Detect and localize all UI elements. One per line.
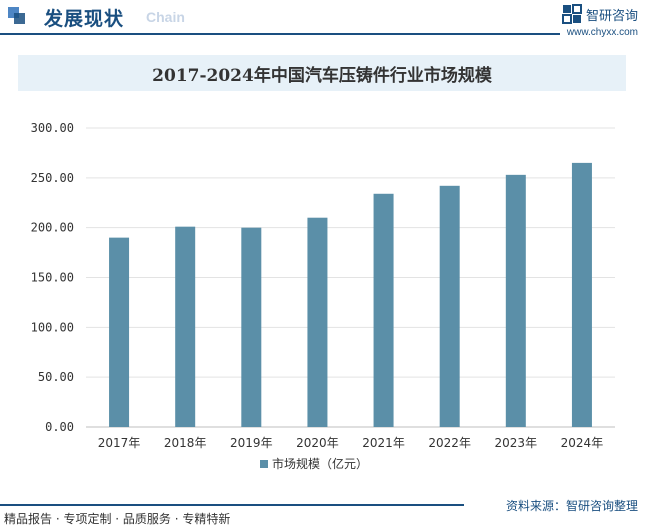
- chart-title-box: 2017-2024年中国汽车压铸件行业市场规模: [18, 55, 626, 91]
- y-tick-label: 150.00: [31, 271, 74, 285]
- chart-title: 2017-2024年中国汽车压铸件行业市场规模: [152, 65, 492, 86]
- x-tick-label: 2023年: [495, 436, 538, 450]
- brand-url: www.chyxx.com: [566, 27, 638, 38]
- bar: [373, 193, 394, 427]
- x-axis-ticks: 2017年 2018年 2019年 2020年 2021年 2022年 2023年 2024年: [98, 436, 603, 450]
- y-tick-label: 100.00: [31, 320, 74, 334]
- legend-label: 市场规模（亿元）: [272, 456, 368, 471]
- x-tick-label: 2019年: [230, 436, 273, 450]
- x-tick-label: 2017年: [98, 436, 141, 450]
- bar: [241, 227, 262, 427]
- y-tick-label: 250.00: [31, 171, 74, 185]
- brand-name: 智研咨询: [585, 8, 638, 24]
- header-divider: [0, 33, 560, 35]
- bar: [109, 237, 130, 427]
- x-tick-label: 2022年: [428, 436, 471, 450]
- y-tick-label: 200.00: [31, 221, 74, 235]
- bar: [175, 226, 196, 427]
- y-tick-label: 0.00: [45, 420, 74, 434]
- brand-logo-icon: [561, 4, 582, 24]
- bar: [505, 174, 526, 427]
- x-tick-label: 2021年: [362, 436, 405, 450]
- legend: 市场规模（亿元）: [260, 456, 368, 471]
- footer-tagline: 精品报告 · 专项定制 · 品质服务 · 专精特新: [4, 512, 231, 526]
- footer-source: 资料来源：智研咨询整理: [505, 499, 638, 513]
- y-tick-label: 300.00: [31, 121, 74, 135]
- header-bullet-icon: [8, 7, 25, 24]
- header-subtitle: Chain: [146, 9, 185, 25]
- x-tick-label: 2020年: [296, 436, 339, 450]
- header: 发展现状 Chain: [0, 0, 560, 32]
- brand-block: 智研咨询 www.chyxx.com: [561, 4, 638, 38]
- y-axis-ticks: 0.00 50.00 100.00 150.00 200.00 250.00 300.00: [31, 121, 74, 434]
- y-tick-label: 50.00: [38, 370, 74, 384]
- bar: [307, 217, 328, 427]
- bar: [439, 185, 460, 427]
- legend-swatch: [260, 460, 268, 468]
- footer-divider: [0, 504, 464, 506]
- header-title: 发展现状: [44, 8, 125, 30]
- x-tick-label: 2018年: [164, 436, 207, 450]
- bar: [571, 162, 592, 427]
- bar-layer: [109, 162, 592, 427]
- x-tick-label: 2024年: [561, 436, 604, 450]
- grid-layer: [86, 127, 615, 428]
